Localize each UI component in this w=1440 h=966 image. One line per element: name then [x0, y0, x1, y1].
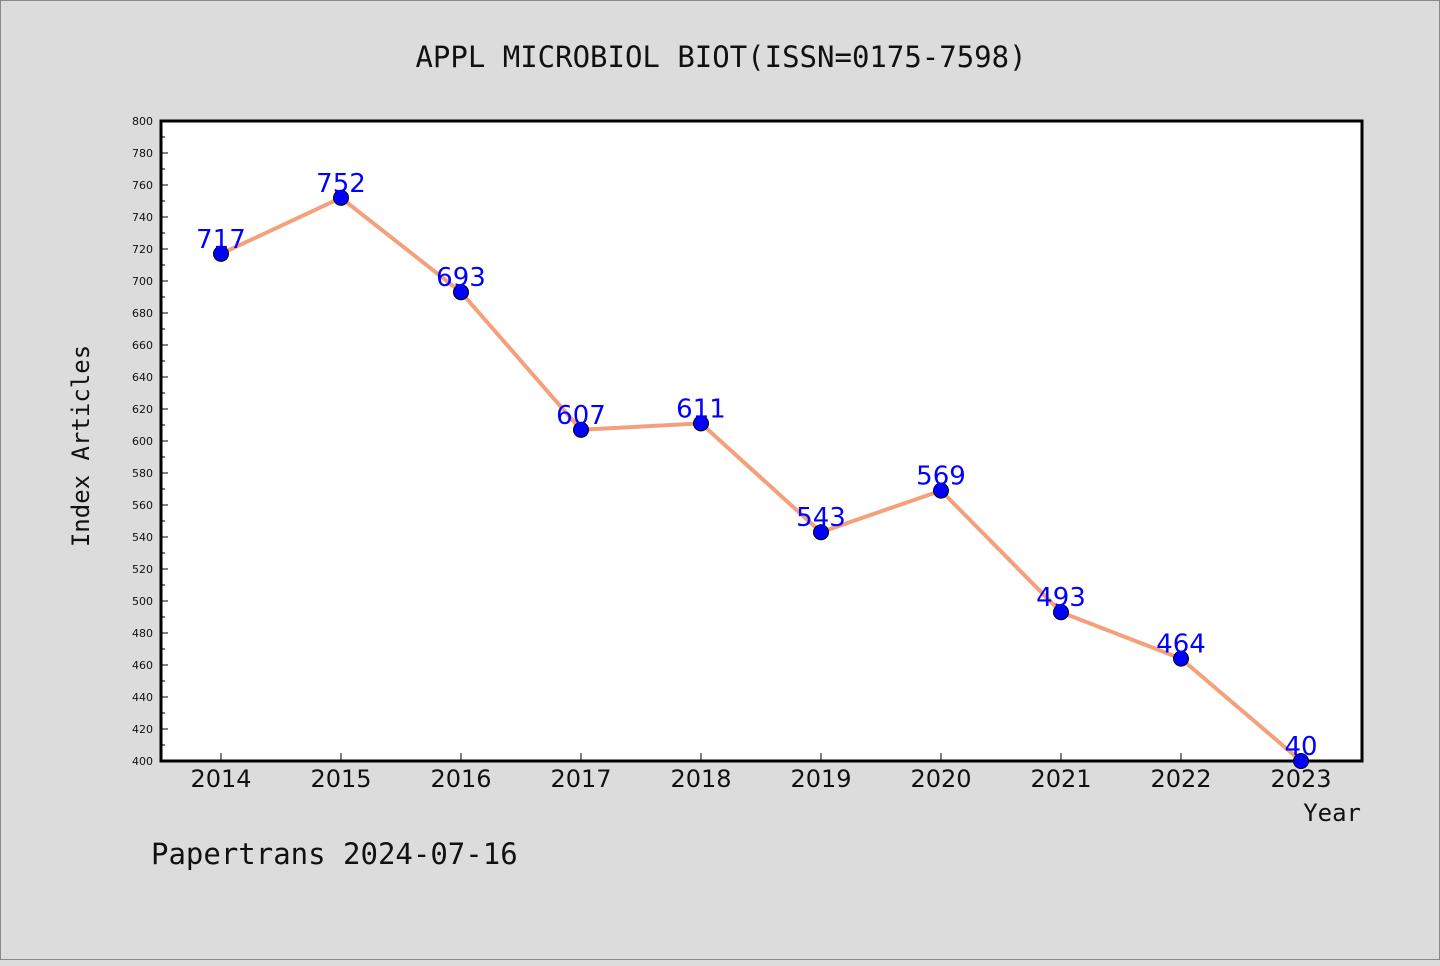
data-point	[933, 482, 949, 499]
data-label: 717	[196, 225, 246, 255]
data-point	[693, 415, 709, 432]
x-tick-label: 2022	[1150, 765, 1211, 793]
data-label: 607	[556, 401, 606, 431]
footer-text: Papertrans 2024-07-16	[151, 837, 518, 871]
y-tick-label: 540	[132, 531, 153, 544]
y-tick-label: 680	[132, 307, 153, 320]
data-point	[213, 245, 229, 262]
series-line	[220, 195, 1303, 763]
data-markers	[213, 189, 1309, 769]
y-tick-label: 640	[132, 371, 153, 384]
y-tick-label: 480	[132, 627, 153, 640]
y-tick-label: 740	[132, 211, 153, 224]
data-labels: 717 752 693 607 611 543 569 493 464 40	[196, 169, 1317, 762]
y-tick-label: 760	[132, 179, 153, 192]
y-tick-label: 460	[132, 659, 153, 672]
data-label: 752	[316, 169, 366, 199]
y-tick-label: 620	[132, 403, 153, 416]
data-point	[573, 421, 589, 438]
x-tick-label: 2021	[1030, 765, 1091, 793]
y-axis-label: Index Articles	[67, 345, 95, 547]
chart-title: APPL MICROBIOL BIOT(ISSN=0175-7598)	[415, 40, 1026, 74]
data-point	[1053, 604, 1069, 621]
y-tick-label: 800	[132, 115, 153, 128]
data-point	[1293, 753, 1309, 769]
y-tick-label: 600	[132, 435, 153, 448]
data-point	[333, 189, 349, 206]
y-tick-label: 560	[132, 499, 153, 512]
x-tick-label: 2018	[670, 765, 731, 793]
x-tick-label: 2015	[310, 765, 371, 793]
y-tick-label: 780	[132, 147, 153, 160]
data-label: 569	[916, 462, 966, 492]
x-tick-label: 2014	[190, 765, 251, 793]
y-tick-label: 660	[132, 339, 153, 352]
x-tick-label: 2023	[1270, 765, 1331, 793]
y-tick-label: 720	[132, 243, 153, 256]
data-label: 40	[1284, 732, 1317, 762]
plot-area	[159, 119, 1364, 763]
x-axis-ticks: 2014 2015 2016 2017 2018 2019 2020 2021 2022 2023	[190, 753, 1332, 793]
data-label: 493	[1036, 583, 1086, 613]
y-tick-label: 700	[132, 275, 153, 288]
data-point	[813, 524, 829, 541]
data-label: 693	[436, 263, 486, 293]
data-label: 464	[1156, 630, 1206, 660]
x-tick-label: 2016	[430, 765, 491, 793]
data-label: 611	[676, 394, 726, 424]
y-tick-label: 500	[132, 595, 153, 608]
y-tick-label: 420	[132, 723, 153, 736]
x-tick-label: 2017	[550, 765, 611, 793]
x-tick-label: 2020	[910, 765, 971, 793]
y-tick-label: 440	[132, 691, 153, 704]
data-point	[453, 284, 469, 301]
data-label: 543	[796, 503, 846, 533]
x-tick-label: 2019	[790, 765, 851, 793]
x-axis-label: Year	[1303, 799, 1361, 827]
y-tick-label: 580	[132, 467, 153, 480]
y-axis-ticks: 400 420 440 460 480 500 520 540 560 580 600 620 640 6…	[132, 115, 168, 768]
y-tick-label: 400	[132, 755, 153, 768]
y-tick-label: 520	[132, 563, 153, 576]
data-point	[1173, 650, 1189, 667]
